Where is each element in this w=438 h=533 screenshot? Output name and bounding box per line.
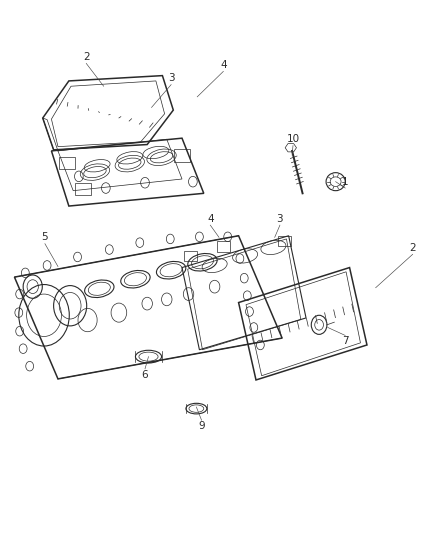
Text: 7: 7 bbox=[342, 336, 349, 346]
Text: 3: 3 bbox=[277, 214, 283, 224]
Text: 1: 1 bbox=[342, 176, 349, 187]
Text: 4: 4 bbox=[220, 60, 226, 70]
Text: 2: 2 bbox=[83, 52, 89, 62]
Text: 2: 2 bbox=[410, 243, 416, 253]
Text: 3: 3 bbox=[168, 73, 174, 83]
Text: 4: 4 bbox=[207, 214, 214, 224]
Text: 9: 9 bbox=[198, 421, 205, 431]
Text: 10: 10 bbox=[286, 134, 300, 144]
Text: 6: 6 bbox=[142, 370, 148, 380]
Text: 5: 5 bbox=[42, 232, 48, 243]
